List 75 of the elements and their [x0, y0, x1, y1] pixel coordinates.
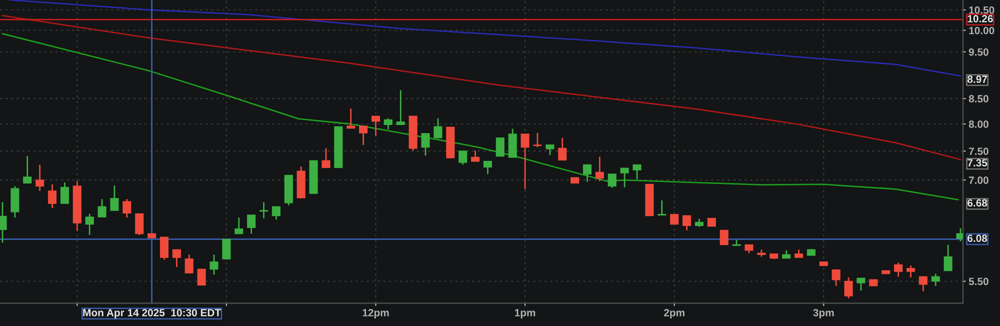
candlestick [135, 213, 144, 236]
annotation: 8.97 [967, 76, 987, 83]
candlestick [60, 182, 69, 204]
candlestick [458, 150, 468, 166]
ref-line-label: 10.26 [968, 15, 993, 22]
candlestick [172, 248, 181, 268]
annotation: 6.68 [968, 199, 988, 207]
candlestick [471, 150, 480, 162]
candlestick [272, 206, 280, 220]
y-tick-label: 5.50 [968, 278, 988, 286]
candlestick [85, 213, 94, 236]
candlestick [48, 184, 57, 209]
candlestick [259, 202, 268, 219]
ref-line-label: 6.08 [968, 234, 988, 242]
y-tick-label: 10.00 [969, 26, 994, 34]
candlestick [582, 164, 592, 183]
candlestick [222, 238, 231, 260]
candlestick [906, 264, 916, 278]
candlestick [371, 116, 380, 136]
candlestick [546, 144, 554, 156]
candlestick [110, 184, 119, 212]
candlestick [558, 137, 567, 161]
candlestick [832, 268, 840, 287]
candlestick [658, 200, 666, 216]
y-tick-label: 8.00 [968, 120, 988, 128]
candlestick [844, 276, 853, 300]
candlestick [632, 164, 642, 180]
candlestick [670, 214, 679, 225]
candlestick [359, 125, 368, 146]
candlestick [620, 168, 629, 188]
candlestick [10, 185, 20, 218]
line-series [2, 14, 962, 160]
y-tick-label: 7.00 [969, 176, 988, 184]
candlestick [608, 173, 616, 189]
candlestick [720, 230, 728, 246]
candlestick [931, 272, 940, 287]
candlestick [122, 198, 132, 218]
x-tick-label: 3pm [813, 309, 834, 318]
y-tick-label: 8.50 [968, 95, 988, 102]
candlestick [23, 155, 32, 184]
candlestick [247, 214, 256, 234]
candlestick [682, 214, 692, 231]
line-series [9, 0, 962, 77]
candlestick [234, 216, 244, 234]
candlestick [322, 148, 330, 168]
y-tick-label: 7.50 [969, 148, 988, 155]
candlestick [483, 160, 492, 175]
candlestick [184, 254, 194, 274]
candlestick [918, 276, 928, 292]
candlestick [520, 133, 530, 190]
candlestick [856, 278, 866, 292]
candlestick [421, 132, 430, 156]
candlestick [346, 108, 356, 129]
candlestick [197, 268, 206, 286]
y-tick-label: 9.50 [968, 48, 988, 56]
candlestick [36, 164, 44, 192]
candlestick [944, 244, 952, 272]
candlestick [98, 198, 106, 218]
candlestick [384, 118, 392, 130]
line-series [2, 33, 959, 200]
y-tick-label: 10.50 [969, 6, 994, 14]
candlestick [434, 118, 442, 139]
annotation: 7.35 [968, 159, 988, 167]
candlestick [496, 137, 504, 157]
candlestick [210, 254, 218, 276]
x-tick-label: 1pm [514, 309, 536, 318]
ref-line-label: Mon Apr 14 2025 10:30 EDT [83, 309, 221, 318]
candlestick [894, 262, 903, 278]
candlestick [508, 128, 517, 158]
candlestick [396, 90, 405, 126]
candlestick [595, 156, 604, 182]
candlestick [533, 132, 542, 148]
x-tick-label: 12pm [362, 309, 389, 318]
x-tick-label: 2pm [664, 309, 684, 318]
candlestick [160, 236, 169, 260]
